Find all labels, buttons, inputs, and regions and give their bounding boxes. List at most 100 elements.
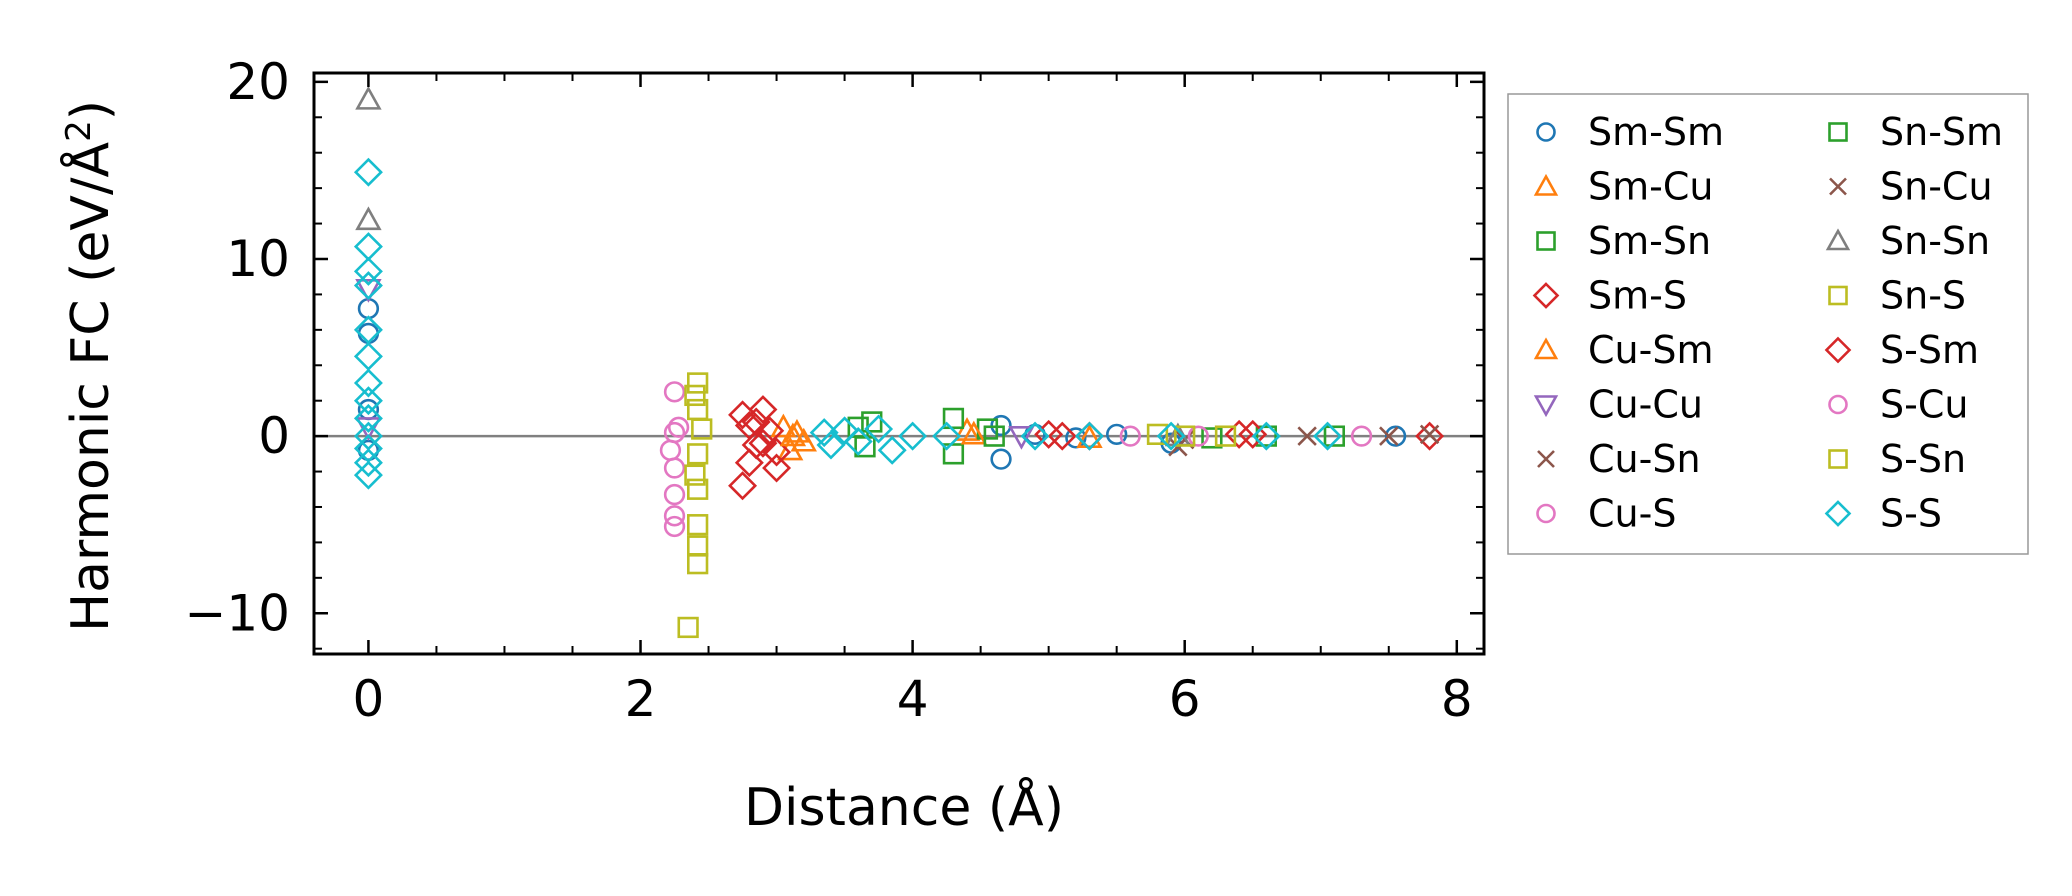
legend-marker: [1829, 177, 1847, 196]
series-cu-sm: [779, 420, 988, 452]
data-point: [1065, 427, 1087, 449]
legend-label: Sn-S: [1880, 274, 1966, 318]
data-point: [1350, 425, 1373, 447]
legend-box: [1507, 93, 2029, 555]
legend-marker: [1533, 395, 1559, 418]
legend-marker: [1828, 449, 1848, 469]
legend-label: Sm-S: [1588, 274, 1687, 318]
data-point: [1297, 426, 1317, 446]
data-point: [353, 271, 383, 301]
legend-label: S-Sn: [1880, 437, 1966, 481]
legend-entry: Sm-Sn: [1536, 219, 1711, 263]
legend-entry: Sn-Sn: [1825, 219, 1990, 263]
data-point: [357, 398, 380, 421]
data-point: [861, 411, 883, 433]
legend-entry: S-Sn: [1828, 437, 1966, 481]
data-point: [1174, 425, 1196, 447]
legend-marker: [1532, 282, 1560, 309]
legend-label: Cu-S: [1588, 492, 1676, 536]
data-point: [864, 414, 894, 444]
data-point: [1187, 425, 1209, 447]
data-point: [663, 421, 686, 444]
legend-marker: [1825, 228, 1851, 251]
data-point: [734, 448, 764, 478]
legend-marker: [1828, 394, 1848, 415]
data-point: [659, 439, 682, 461]
y-tick-label: 20: [226, 53, 290, 111]
data-point: [663, 483, 686, 506]
x-tick-label: 8: [1441, 670, 1473, 728]
y-tick-label: 10: [226, 230, 290, 288]
data-point: [877, 435, 907, 465]
legend-entry: Sm-Cu: [1533, 165, 1713, 209]
data-point: [1323, 425, 1345, 447]
axes: 0 2 4 6 8 −10 0 10 20: [184, 53, 1486, 728]
data-point: [762, 437, 792, 467]
legend-entry: Cu-Cu: [1533, 383, 1703, 427]
x-tick-label: 6: [1169, 670, 1201, 728]
data-point: [816, 430, 846, 460]
legend-label: Cu-Sn: [1588, 437, 1701, 481]
data-point: [942, 407, 965, 430]
data-point: [663, 515, 686, 538]
data-point: [1419, 424, 1440, 445]
legend-marker: [1536, 503, 1556, 524]
data-point: [1008, 426, 1035, 450]
data-point: [663, 457, 686, 479]
legend-entry: Sn-Cu: [1829, 165, 1993, 209]
data-point: [353, 157, 383, 187]
legend-entry: Cu-S: [1536, 492, 1676, 536]
data-point: [1255, 425, 1277, 447]
x-tick-label: 0: [353, 670, 385, 728]
data-point: [728, 471, 758, 501]
data-point: [355, 85, 382, 110]
series-s-sn: [684, 384, 1196, 486]
legend-entry: S-Sm: [1824, 328, 1979, 372]
data-point: [353, 368, 383, 398]
legend-entry: Cu-Sn: [1537, 437, 1701, 481]
data-point: [691, 418, 713, 440]
legend-entry: Sn-Sm: [1828, 110, 2003, 154]
data-point: [353, 460, 383, 490]
data-point: [748, 428, 778, 458]
series-cu-cu: [355, 279, 1035, 450]
data-point: [1214, 425, 1237, 447]
data-point: [932, 421, 962, 451]
data-point: [667, 416, 690, 438]
data-point: [830, 416, 860, 446]
data-point: [990, 448, 1012, 470]
legend-entry: Sm-Sm: [1536, 110, 1724, 154]
legend: Sm-Sm Sm-Cu Sm-Sn Sm-S Cu-Sm Cu-Cu Cu-Sn Cu-S Sn…: [1507, 93, 2029, 555]
data-point: [687, 443, 709, 465]
data-point: [677, 616, 699, 639]
legend-marker: [1828, 285, 1848, 306]
y-axis-label-main: Harmonic FC (eV/Å: [59, 141, 121, 632]
data-point: [357, 322, 380, 345]
y-axis-label: Harmonic FC (eV/Å2): [59, 100, 121, 632]
legend-label: Sm-Cu: [1588, 165, 1713, 209]
data-point: [1106, 423, 1128, 446]
x-tick-label: 4: [897, 670, 929, 728]
legend-label: Sn-Cu: [1880, 165, 1993, 209]
data-point: [960, 420, 988, 445]
data-point: [748, 395, 778, 425]
legend-marker: [1537, 450, 1555, 468]
legend-label: S-S: [1880, 492, 1942, 536]
data-point: [779, 422, 807, 447]
legend-marker: [1536, 231, 1556, 251]
legend-label: Cu-Sm: [1588, 328, 1713, 372]
data-point: [1074, 421, 1104, 451]
data-point: [1384, 425, 1407, 447]
data-point: [687, 372, 709, 394]
legend-entry: S-Cu: [1828, 383, 1968, 427]
series-sn-s: [677, 372, 1237, 639]
data-point: [353, 341, 383, 371]
series-sn-sm: [861, 411, 1277, 447]
data-point: [741, 430, 771, 460]
series-s-s: [353, 157, 1343, 490]
y-axis-label-sup: 2: [59, 120, 99, 142]
legend-label: Sm-Sm: [1588, 110, 1724, 154]
y-axis-label-close: ): [61, 100, 121, 120]
data-point: [1047, 421, 1077, 451]
data-point: [684, 464, 706, 486]
